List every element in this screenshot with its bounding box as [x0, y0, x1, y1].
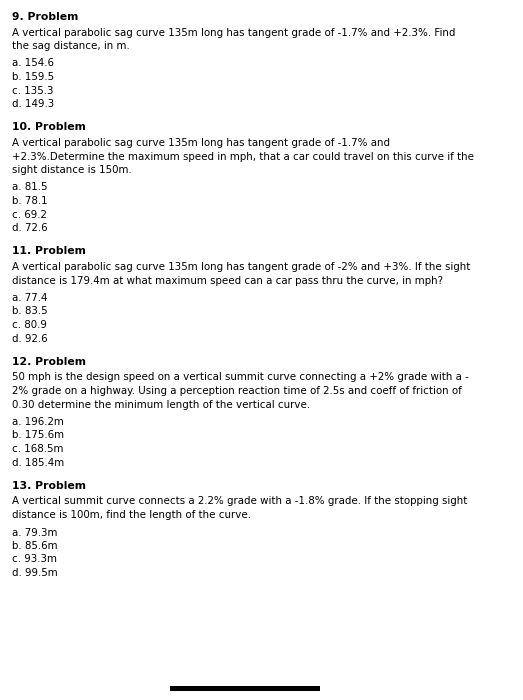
Text: c. 93.3m: c. 93.3m — [12, 554, 57, 564]
Text: b. 78.1: b. 78.1 — [12, 196, 48, 206]
Text: d. 149.3: d. 149.3 — [12, 99, 54, 109]
Text: A vertical parabolic sag curve 135m long has tangent grade of -2% and +3%. If th: A vertical parabolic sag curve 135m long… — [12, 262, 470, 272]
Text: 12. Problem: 12. Problem — [12, 357, 86, 367]
Text: b. 85.6m: b. 85.6m — [12, 541, 58, 551]
Text: 11. Problem: 11. Problem — [12, 246, 86, 256]
Text: d. 72.6: d. 72.6 — [12, 223, 48, 233]
Text: 0.30 determine the minimum length of the vertical curve.: 0.30 determine the minimum length of the… — [12, 400, 310, 410]
Text: the sag distance, in m.: the sag distance, in m. — [12, 41, 130, 51]
Text: distance is 100m, find the length of the curve.: distance is 100m, find the length of the… — [12, 510, 251, 520]
Text: a. 196.2m: a. 196.2m — [12, 417, 64, 427]
Text: b. 175.6m: b. 175.6m — [12, 430, 64, 440]
Text: +2.3%.Determine the maximum speed in mph, that a car could travel on this curve : +2.3%.Determine the maximum speed in mph… — [12, 151, 474, 162]
Text: d. 99.5m: d. 99.5m — [12, 568, 58, 578]
Text: b. 159.5: b. 159.5 — [12, 72, 54, 82]
Text: distance is 179.4m at what maximum speed can a car pass thru the curve, in mph?: distance is 179.4m at what maximum speed… — [12, 276, 443, 286]
Text: sight distance is 150m.: sight distance is 150m. — [12, 165, 132, 175]
Text: A vertical parabolic sag curve 135m long has tangent grade of -1.7% and: A vertical parabolic sag curve 135m long… — [12, 138, 390, 148]
Text: c. 80.9: c. 80.9 — [12, 320, 47, 330]
Text: a. 79.3m: a. 79.3m — [12, 528, 58, 538]
Text: A vertical summit curve connects a 2.2% grade with a -1.8% grade. If the stoppin: A vertical summit curve connects a 2.2% … — [12, 496, 468, 507]
Text: A vertical parabolic sag curve 135m long has tangent grade of -1.7% and +2.3%. F: A vertical parabolic sag curve 135m long… — [12, 27, 456, 38]
Text: 9. Problem: 9. Problem — [12, 12, 78, 22]
Text: 10. Problem: 10. Problem — [12, 122, 86, 132]
Text: c. 69.2: c. 69.2 — [12, 209, 47, 220]
Text: 13. Problem: 13. Problem — [12, 481, 86, 491]
Text: b. 83.5: b. 83.5 — [12, 307, 48, 316]
Text: 50 mph is the design speed on a vertical summit curve connecting a +2% grade wit: 50 mph is the design speed on a vertical… — [12, 372, 469, 382]
Text: c. 135.3: c. 135.3 — [12, 85, 53, 95]
Text: a. 154.6: a. 154.6 — [12, 59, 54, 69]
Text: 2% grade on a highway. Using a perception reaction time of 2.5s and coeff of fri: 2% grade on a highway. Using a perceptio… — [12, 386, 462, 396]
Bar — [170, 686, 320, 691]
Text: d. 185.4m: d. 185.4m — [12, 458, 64, 468]
Text: a. 81.5: a. 81.5 — [12, 183, 48, 193]
Text: a. 77.4: a. 77.4 — [12, 293, 48, 303]
Text: c. 168.5m: c. 168.5m — [12, 444, 63, 454]
Text: d. 92.6: d. 92.6 — [12, 333, 48, 344]
